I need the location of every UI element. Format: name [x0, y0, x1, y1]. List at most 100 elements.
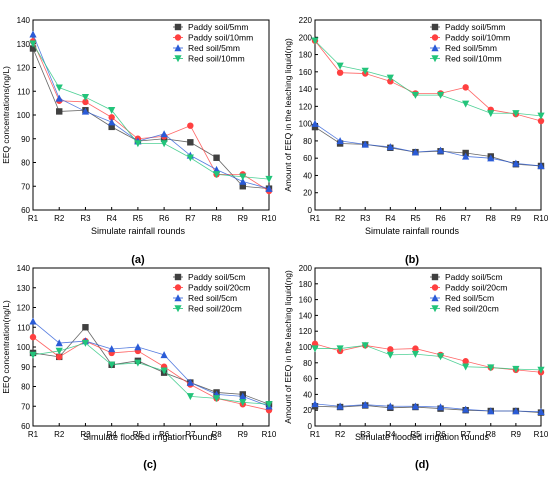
- series-line: [314, 126, 542, 167]
- data-point: [82, 324, 89, 331]
- series-line: [32, 43, 270, 180]
- legend-label: Red soil/10mm: [445, 54, 502, 64]
- y-tick-label: 120: [17, 304, 31, 313]
- series-4: [311, 37, 545, 120]
- data-point: [386, 143, 394, 151]
- legend-marker: [174, 294, 182, 302]
- data-point: [361, 342, 369, 350]
- data-point: [361, 400, 369, 408]
- y-tick-label: 160: [299, 68, 313, 77]
- series-3: [311, 119, 545, 170]
- data-point: [187, 122, 194, 129]
- y-tick-label: 160: [299, 296, 313, 305]
- legend-label: Red soil/5mm: [445, 43, 497, 53]
- y-tick-label: 140: [299, 85, 313, 94]
- y-tick-label: 100: [299, 343, 313, 352]
- x-tick-label: R8: [211, 430, 222, 439]
- legend-label: Paddy soil/5cm: [445, 272, 503, 282]
- data-point: [436, 91, 445, 99]
- x-tick-label: R3: [80, 430, 91, 439]
- legend-marker: [431, 284, 439, 291]
- data-point: [239, 399, 247, 407]
- legend-marker: [431, 23, 439, 31]
- y-tick-label: 20: [303, 406, 312, 415]
- series-1: [29, 45, 273, 192]
- data-point: [311, 119, 319, 127]
- x-tick-label: R2: [335, 214, 346, 223]
- x-tick-label: R7: [185, 430, 196, 439]
- y-tick-label: 220: [299, 16, 313, 25]
- legend-label: Red soil/5mm: [188, 43, 240, 53]
- data-point: [487, 407, 495, 415]
- data-point: [55, 347, 63, 355]
- y-axis-title: EEQ concentrations(ng/L): [1, 66, 11, 164]
- chart-panel-1: 60 70 80 90 100 110 120 130 140 R1 R2 R3 R4 R5 R6 R7 R8 R…: [1, 16, 277, 266]
- y-tick-label: 120: [299, 327, 313, 336]
- data-point: [212, 395, 221, 403]
- legend-label: Paddy soil/10mm: [445, 33, 510, 43]
- y-tick-label: 180: [299, 51, 313, 60]
- x-tick-label: R6: [159, 430, 170, 439]
- data-point: [108, 118, 116, 126]
- data-point: [81, 93, 90, 101]
- x-tick-label: R6: [435, 430, 446, 439]
- series-4: [311, 342, 545, 374]
- data-point: [311, 123, 319, 131]
- x-tick-label: R1: [28, 214, 39, 223]
- x-tick-label: R4: [385, 214, 396, 223]
- series-line: [32, 326, 270, 405]
- y-tick-label: 110: [17, 87, 30, 96]
- data-point: [512, 365, 520, 373]
- series-line: [32, 48, 270, 190]
- x-tick-label: R9: [238, 214, 249, 223]
- y-tick-label: 140: [299, 311, 313, 320]
- data-point: [134, 140, 142, 148]
- data-point: [361, 67, 369, 75]
- x-tick-label: R7: [461, 430, 472, 439]
- series-3: [311, 400, 545, 415]
- data-point: [462, 152, 470, 160]
- series-line: [32, 342, 270, 405]
- legend-label: Paddy soil/5mm: [445, 22, 505, 32]
- x-tick-label: R1: [310, 214, 321, 223]
- data-point: [411, 91, 420, 99]
- x-tick-label: R5: [410, 430, 421, 439]
- chart-panel-2: 0 20 40 60 80 100 120 140 160 180 200 220 R1 R2 R3 R4 R5…: [283, 16, 549, 266]
- data-point: [29, 351, 37, 359]
- legend-marker: [431, 305, 439, 313]
- x-tick-label: R9: [238, 430, 249, 439]
- y-tick-label: 60: [21, 422, 30, 431]
- series-line: [314, 343, 542, 373]
- legend-marker: [174, 23, 182, 31]
- data-point: [487, 110, 495, 118]
- x-tick-label: R6: [435, 214, 446, 223]
- legend-marker: [174, 55, 182, 63]
- data-point: [411, 350, 420, 358]
- series-line: [32, 336, 270, 411]
- data-point: [108, 107, 116, 115]
- data-point: [134, 359, 142, 367]
- x-axis-title: Simulate rainfall rounds: [91, 226, 186, 236]
- data-point: [82, 98, 89, 106]
- data-point: [336, 62, 344, 70]
- series-2: [311, 37, 545, 125]
- data-point: [462, 363, 470, 371]
- x-axis-title: Simulate flooded irrigation rounds: [83, 432, 218, 442]
- data-point: [311, 345, 319, 353]
- data-point: [108, 345, 116, 353]
- x-tick-label: R7: [461, 214, 472, 223]
- data-point: [56, 353, 63, 361]
- data-point: [160, 140, 168, 148]
- x-tick-label: R3: [360, 214, 371, 223]
- data-point: [436, 353, 445, 361]
- x-tick-label: R10: [262, 214, 277, 223]
- series-line: [314, 123, 542, 167]
- y-tick-label: 60: [21, 206, 30, 215]
- legend-marker: [174, 34, 182, 41]
- y-tick-label: 0: [308, 422, 313, 431]
- x-tick-label: R4: [385, 430, 396, 439]
- data-point: [56, 108, 63, 115]
- chart-panel-4: 0 20 40 60 80 100 120 140 160 180 200 R1 R2 R3 R4 R5 R6 R…: [283, 264, 549, 471]
